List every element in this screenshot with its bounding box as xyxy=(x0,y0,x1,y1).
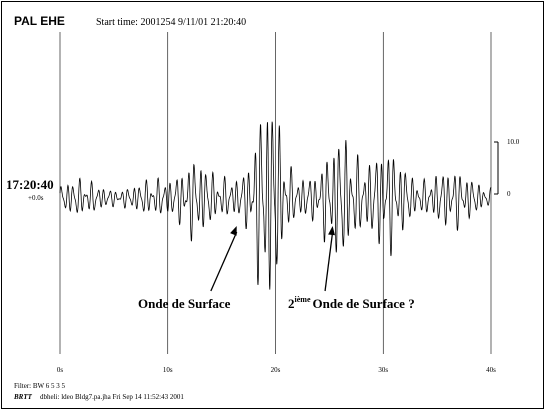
annotation-2eme-onde: 2ième Onde de Surface ? xyxy=(288,295,415,311)
x-tick-label-3: 30s xyxy=(378,366,388,374)
left-time-label: 17:20:40 xyxy=(6,177,54,192)
x-tick-labels: 0s 10s 20s 30s 40s xyxy=(57,366,496,374)
x-tick-label-2: 20s xyxy=(271,366,281,374)
brtt-label: BRTT xyxy=(13,393,33,401)
start-time-label: Start time: 2001254 9/11/01 21:20:40 xyxy=(96,17,246,28)
x-tick-label-1: 10s xyxy=(163,366,173,374)
annotation-arrowhead-2 xyxy=(328,226,335,236)
x-tick-label-4: 40s xyxy=(486,366,496,374)
annotation-2-sup: ième xyxy=(295,295,311,304)
annotation-2-base: 2 xyxy=(288,296,295,311)
x-tick-label-0: 0s xyxy=(57,366,64,374)
annotation-2-text: Onde de Surface ? xyxy=(313,296,415,311)
annotation-arrow-2 xyxy=(324,231,334,292)
gridlines xyxy=(59,32,492,354)
annotation-onde-de-surface: Onde de Surface xyxy=(138,296,231,311)
station-label: PAL EHE xyxy=(14,14,65,28)
seismic-trace xyxy=(59,121,492,290)
annotation-arrow-1 xyxy=(210,231,238,292)
footer-label: dbheli: ldeo Bldg7.pa.jha Fri Sep 14 11:… xyxy=(40,393,184,401)
left-offset-label: +0.0s xyxy=(28,194,44,202)
scale-label-bottom: 0 xyxy=(507,190,511,198)
annotation-arrowhead-1 xyxy=(230,226,237,236)
amplitude-scale-bar xyxy=(494,141,499,195)
scale-label-top: 10.0 xyxy=(507,138,520,146)
filter-label: Filter: BW 6 5 3 5 xyxy=(14,382,66,390)
